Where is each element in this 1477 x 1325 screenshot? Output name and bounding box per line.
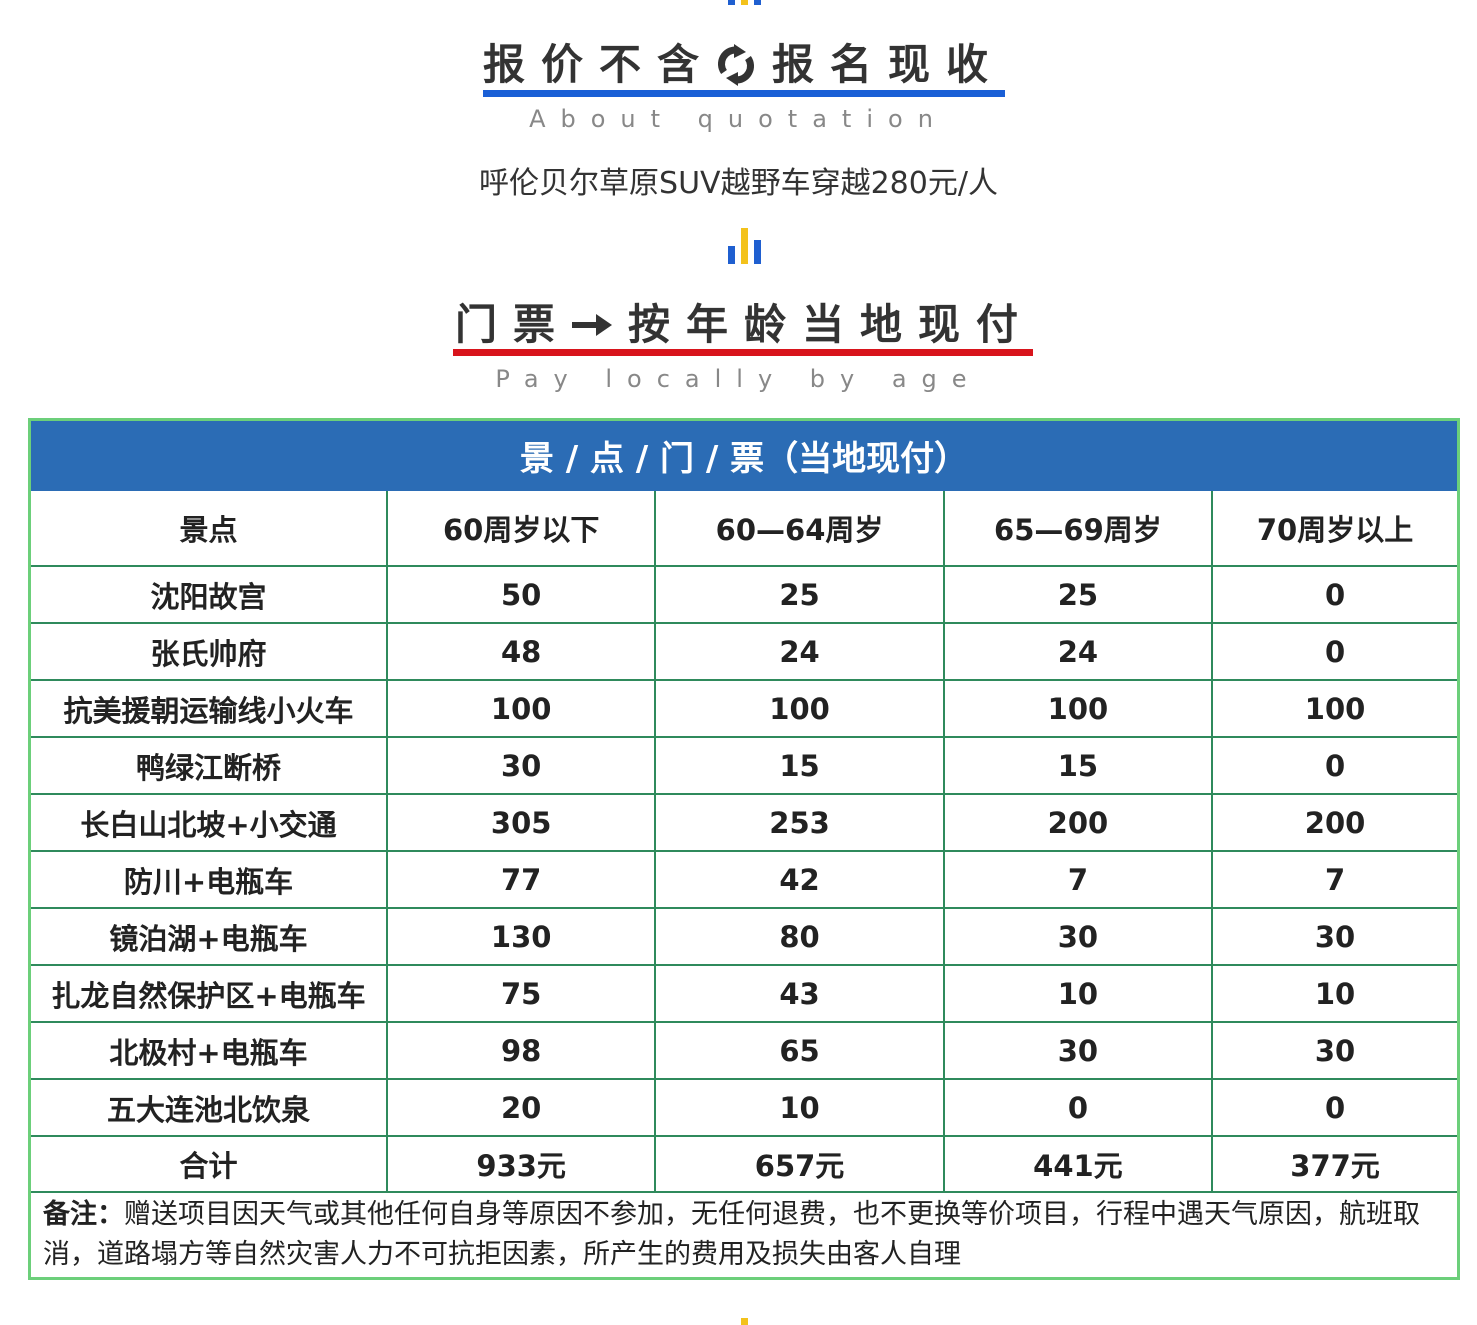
total-cell: 合计 <box>28 1135 388 1193</box>
column-header: 70周岁以上 <box>1211 489 1460 567</box>
deco-bar <box>728 246 735 264</box>
arrow-icon <box>572 314 612 336</box>
total-cell: 657元 <box>654 1135 945 1193</box>
price-cell: 200 <box>942 793 1214 852</box>
deco-bar <box>728 0 735 5</box>
price-cell: 100 <box>942 679 1214 738</box>
price-cell: 43 <box>654 964 945 1023</box>
price-cell: 7 <box>942 850 1214 909</box>
spot-name: 北极村+电瓶车 <box>28 1021 388 1080</box>
data-row: 五大连池北饮泉 20 10 0 0 <box>28 1078 1460 1137</box>
note-row: 备注：赠送项目因天气或其他任何自身等原因不参加，无任何退费，也不更换等价项目，行… <box>28 1191 1460 1280</box>
table-caption: 景 / 点 / 门 / 票（当地现付） <box>28 418 1460 491</box>
spot-name: 张氏帅府 <box>28 622 388 681</box>
price-cell: 10 <box>1211 964 1460 1023</box>
column-header: 60—64周岁 <box>654 489 945 567</box>
refresh-icon <box>718 44 754 86</box>
subtitle: About quotation <box>529 105 948 133</box>
price-cell: 80 <box>654 907 945 966</box>
price-cell: 20 <box>385 1078 657 1137</box>
price-line: 呼伦贝尔草原SUV越野车穿越280元/人 <box>479 166 998 201</box>
title-right: 报名现收 <box>772 40 1005 89</box>
underline <box>483 90 1005 97</box>
price-cell: 48 <box>385 622 657 681</box>
price-cell: 30 <box>942 1021 1214 1080</box>
price-cell: 0 <box>942 1078 1214 1137</box>
price-cell: 50 <box>385 565 657 624</box>
section-title-right: 按年龄当地现付 <box>628 300 1035 349</box>
column-header: 景点 <box>28 489 388 567</box>
note-cell: 备注：赠送项目因天气或其他任何自身等原因不参加，无任何退费，也不更换等价项目，行… <box>28 1191 1460 1280</box>
price-cell: 100 <box>654 679 945 738</box>
data-row: 镜泊湖+电瓶车 130 80 30 30 <box>28 907 1460 966</box>
deco-bar <box>754 240 761 264</box>
header-row: 景点 60周岁以下 60—64周岁 65—69周岁 70周岁以上 <box>28 489 1460 567</box>
title-left: 报价不含 <box>483 40 716 89</box>
deco-bar <box>741 228 748 264</box>
note-text: 赠送项目因天气或其他任何自身等原因不参加，无任何退费，也不更换等价项目，行程中遇… <box>43 1199 1420 1270</box>
spot-name: 抗美援朝运输线小火车 <box>28 679 388 738</box>
price-cell: 0 <box>1211 1078 1460 1137</box>
price-cell: 0 <box>1211 622 1460 681</box>
price-cell: 15 <box>942 736 1214 795</box>
spot-name: 长白山北坡+小交通 <box>28 793 388 852</box>
section-title-left: 门票 <box>455 300 572 349</box>
caption-row: 景 / 点 / 门 / 票（当地现付） <box>28 418 1460 491</box>
column-header: 60周岁以下 <box>385 489 657 567</box>
data-row: 北极村+电瓶车 98 65 30 30 <box>28 1021 1460 1080</box>
underline <box>453 349 1033 356</box>
price-cell: 0 <box>1211 565 1460 624</box>
price-cell: 10 <box>942 964 1214 1023</box>
price-cell: 15 <box>654 736 945 795</box>
spot-name: 鸭绿江断桥 <box>28 736 388 795</box>
data-row: 张氏帅府 48 24 24 0 <box>28 622 1460 681</box>
data-row: 抗美援朝运输线小火车 100 100 100 100 <box>28 679 1460 738</box>
spot-name: 扎龙自然保护区+电瓶车 <box>28 964 388 1023</box>
data-row: 长白山北坡+小交通 305 253 200 200 <box>28 793 1460 852</box>
price-cell: 253 <box>654 793 945 852</box>
price-cell: 130 <box>385 907 657 966</box>
data-row: 沈阳故宫 50 25 25 0 <box>28 565 1460 624</box>
data-row: 鸭绿江断桥 30 15 15 0 <box>28 736 1460 795</box>
deco-bar <box>741 0 748 5</box>
price-cell: 30 <box>1211 907 1460 966</box>
price-cell: 25 <box>942 565 1214 624</box>
price-cell: 200 <box>1211 793 1460 852</box>
price-cell: 0 <box>1211 736 1460 795</box>
data-row: 防川+电瓶车 77 42 7 7 <box>28 850 1460 909</box>
column-header: 65—69周岁 <box>942 489 1214 567</box>
price-cell: 305 <box>385 793 657 852</box>
price-cell: 100 <box>1211 679 1460 738</box>
price-cell: 24 <box>942 622 1214 681</box>
price-cell: 100 <box>385 679 657 738</box>
note-label: 备注： <box>43 1199 124 1230</box>
total-row: 合计 933元 657元 441元 377元 <box>28 1135 1460 1193</box>
price-cell: 30 <box>1211 1021 1460 1080</box>
price-cell: 24 <box>654 622 945 681</box>
price-table: 景 / 点 / 门 / 票（当地现付） 景点 60周岁以下 60—64周岁 65—69周… <box>28 418 1460 1280</box>
spot-name: 沈阳故宫 <box>28 565 388 624</box>
total-cell: 933元 <box>385 1135 657 1193</box>
data-row: 扎龙自然保护区+电瓶车 75 43 10 10 <box>28 964 1460 1023</box>
price-cell: 7 <box>1211 850 1460 909</box>
price-cell: 25 <box>654 565 945 624</box>
price-cell: 10 <box>654 1078 945 1137</box>
spot-name: 防川+电瓶车 <box>28 850 388 909</box>
total-cell: 377元 <box>1211 1135 1460 1193</box>
spot-name: 镜泊湖+电瓶车 <box>28 907 388 966</box>
price-cell: 77 <box>385 850 657 909</box>
price-cell: 30 <box>385 736 657 795</box>
total-cell: 441元 <box>942 1135 1214 1193</box>
price-cell: 30 <box>942 907 1214 966</box>
price-cell: 42 <box>654 850 945 909</box>
subtitle: Pay locally by age <box>495 365 982 393</box>
spot-name: 五大连池北饮泉 <box>28 1078 388 1137</box>
deco-bar <box>741 1318 748 1325</box>
price-cell: 75 <box>385 964 657 1023</box>
price-cell: 65 <box>654 1021 945 1080</box>
deco-bar <box>754 0 761 5</box>
price-cell: 98 <box>385 1021 657 1080</box>
